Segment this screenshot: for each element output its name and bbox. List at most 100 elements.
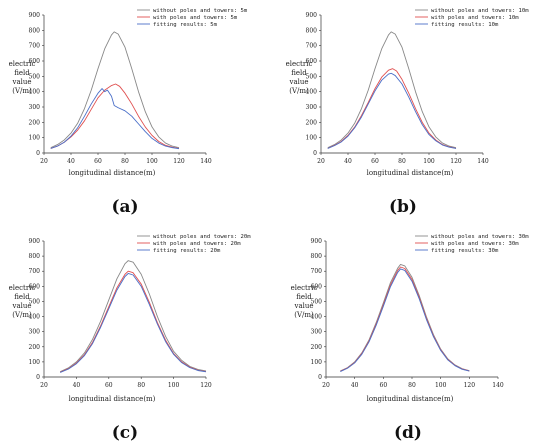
y-tick-label: 500 (29, 73, 41, 80)
x-tick-label: 60 (380, 382, 388, 389)
legend-entry: without poles and towers: 5m (153, 8, 248, 14)
y-tick-label: 900 (29, 238, 41, 245)
series-line-1 (340, 263, 470, 372)
y-axis-label-line: value (11, 78, 31, 86)
y-axis-label-line: electric (286, 60, 313, 68)
y-tick-label: 700 (306, 43, 318, 50)
x-tick-label: 20 (40, 382, 48, 389)
y-tick-label: 0 (36, 374, 40, 381)
y-tick-label: 0 (36, 150, 40, 157)
y-tick-label: 300 (29, 329, 41, 336)
x-tick-label: 20 (317, 158, 325, 165)
x-axis-label: longitudinal distance(m) (69, 395, 156, 403)
y-axis-label-line: electric (291, 284, 318, 292)
chart-panel-1: 0 100 200 300 400 500 600 700 800 900 20 40 60 80 100 1… (9, 8, 248, 217)
x-tick-label: 20 (322, 382, 330, 389)
y-tick-label: 700 (311, 268, 323, 275)
x-axis-label: longitudinal distance(m) (69, 169, 156, 177)
y-axis-label-line: field (291, 69, 307, 77)
y-tick-label: 500 (29, 298, 41, 305)
series-line-1 (327, 31, 457, 149)
y-tick-label: 700 (29, 43, 41, 50)
x-tick-label: 40 (344, 158, 352, 165)
y-tick-label: 300 (306, 104, 318, 111)
y-tick-label: 200 (29, 119, 41, 126)
y-axis-label-line: field (14, 69, 30, 77)
y-tick-label: 700 (29, 268, 41, 275)
y-tick-label: 200 (311, 344, 323, 351)
series-line-3 (327, 72, 457, 149)
y-tick-label: 400 (29, 314, 41, 321)
chart-panel-4: 0 100 200 300 400 500 600 700 800 900 20 40 60 80 100 1… (291, 234, 530, 443)
x-tick-label: 60 (105, 382, 113, 389)
series-line-3 (60, 273, 207, 373)
chart-panel-2: 0 100 200 300 400 500 600 700 800 900 20 40 60 80 100 1… (286, 8, 530, 217)
x-tick-label: 140 (492, 382, 504, 389)
series-line-3 (50, 88, 180, 150)
y-tick-label: 900 (29, 12, 41, 19)
series-line-2 (327, 68, 457, 149)
legend-entry: fitting results: 20m (153, 248, 221, 254)
legend-entry: fitting results: 30m (431, 248, 499, 254)
x-tick-label: 80 (398, 158, 406, 165)
x-tick-label: 60 (371, 158, 379, 165)
series-line-1 (60, 260, 207, 373)
panel-label: (d) (394, 423, 422, 443)
y-tick-label: 500 (311, 298, 323, 305)
x-tick-label: 120 (200, 382, 212, 389)
y-tick-label: 200 (29, 344, 41, 351)
y-axis-label-line: electric (9, 60, 36, 68)
x-tick-label: 120 (450, 158, 462, 165)
legend-entry: without poles and towers: 20m (153, 234, 251, 240)
x-tick-label: 20 (40, 158, 48, 165)
y-tick-label: 900 (311, 238, 323, 245)
legend-entry: fitting results: 10m (431, 22, 499, 28)
y-tick-label: 800 (306, 27, 318, 34)
x-axis-label: longitudinal distance(m) (367, 169, 454, 177)
x-tick-label: 120 (464, 382, 476, 389)
legend-entry: without poles and towers: 10m (431, 8, 529, 14)
y-axis-label-line: value (11, 302, 31, 310)
y-tick-label: 800 (29, 253, 41, 260)
y-tick-label: 300 (311, 329, 323, 336)
y-axis-label-line: (V/m) (12, 311, 32, 319)
y-axis-label-line: electric (9, 284, 36, 292)
y-tick-label: 500 (306, 73, 318, 80)
y-tick-label: 900 (306, 12, 318, 19)
x-tick-label: 60 (94, 158, 102, 165)
y-tick-label: 100 (29, 135, 41, 142)
x-tick-label: 40 (73, 382, 81, 389)
y-tick-label: 200 (306, 119, 318, 126)
legend-entry: fitting results: 5m (153, 22, 218, 28)
y-axis-label-line: value (288, 78, 308, 86)
x-tick-label: 80 (121, 158, 129, 165)
chart-panel-3: 0 100 200 300 400 500 600 700 800 900 20 40 60 80 100 1… (9, 234, 252, 443)
legend-entry: with poles and towers: 30m (431, 241, 519, 247)
x-tick-label: 80 (408, 382, 416, 389)
legend-entry: with poles and towers: 10m (431, 15, 519, 21)
series-line-1 (50, 31, 180, 149)
legend-entry: without poles and towers: 30m (431, 234, 529, 240)
y-axis-label-line: (V/m) (294, 311, 314, 319)
y-tick-label: 600 (306, 58, 318, 65)
x-tick-label: 40 (67, 158, 75, 165)
y-tick-label: 400 (29, 89, 41, 96)
legend-entry: with poles and towers: 5m (153, 15, 238, 21)
y-tick-label: 0 (313, 150, 317, 157)
panel-label: (a) (111, 197, 138, 217)
series-line-2 (340, 266, 470, 372)
panel-label: (c) (112, 423, 138, 443)
series-line-2 (50, 83, 180, 149)
y-tick-label: 100 (311, 359, 323, 366)
y-axis-label-line: field (296, 293, 312, 301)
y-axis-label-line: (V/m) (289, 87, 309, 95)
x-tick-label: 120 (173, 158, 185, 165)
panel-label: (b) (389, 197, 417, 217)
y-tick-label: 600 (311, 283, 323, 290)
x-tick-label: 40 (351, 382, 359, 389)
y-tick-label: 100 (29, 359, 41, 366)
y-tick-label: 100 (306, 135, 318, 142)
y-tick-label: 400 (306, 89, 318, 96)
y-tick-label: 0 (318, 374, 322, 381)
